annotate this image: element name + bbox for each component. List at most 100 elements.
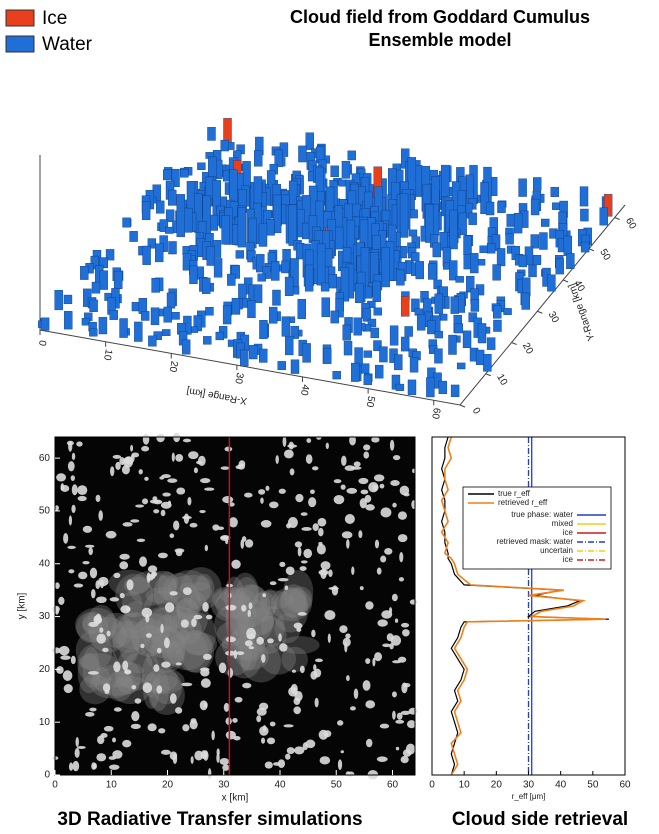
cloud-blob xyxy=(120,605,130,613)
voxel xyxy=(455,324,463,333)
cloud-blob xyxy=(318,518,327,527)
voxel xyxy=(519,179,527,197)
voxel xyxy=(123,218,131,227)
voxel xyxy=(259,349,267,362)
voxel xyxy=(497,202,505,213)
cloud-blob xyxy=(143,434,149,445)
cloud-blob xyxy=(300,666,305,673)
cloud-blob xyxy=(88,547,93,555)
cloud-blob xyxy=(102,648,108,652)
cloud-blob xyxy=(205,545,208,551)
x-tick-label: 0 xyxy=(52,780,58,791)
cloud-blob xyxy=(312,466,319,470)
cloud-blob xyxy=(61,483,65,491)
cloud-blob xyxy=(130,445,133,452)
cloud-blob xyxy=(175,454,183,462)
voxel xyxy=(470,253,478,273)
cloud-blob xyxy=(199,510,205,513)
cloud-blob xyxy=(170,693,177,703)
y-tick-label: 20 xyxy=(520,341,535,357)
y-tick-label: 50 xyxy=(39,506,51,517)
voxel xyxy=(323,349,331,364)
voxel xyxy=(401,296,409,316)
x-tick-label: 60 xyxy=(387,780,399,791)
voxel xyxy=(177,194,185,236)
cloud-blob xyxy=(262,593,266,597)
cloud-blob xyxy=(396,747,399,751)
cloud-blob xyxy=(122,465,130,474)
cloud-blob xyxy=(285,585,289,590)
cloud-blob xyxy=(258,489,265,495)
cloud-blob xyxy=(168,500,171,505)
cloud-blob xyxy=(226,636,236,642)
cloud-blob xyxy=(225,539,228,544)
cloud-blob xyxy=(315,659,323,663)
cloud-blob xyxy=(275,455,278,464)
voxel xyxy=(169,241,177,254)
cloud-blob xyxy=(267,738,275,745)
cloud-blob xyxy=(159,476,164,479)
voxel xyxy=(168,190,176,205)
voxel xyxy=(427,321,435,334)
cloud-blob xyxy=(363,680,371,691)
cloud-blob xyxy=(182,724,189,731)
cloud-blob xyxy=(112,737,116,742)
voxel xyxy=(216,332,224,340)
cloud-blob xyxy=(382,643,390,647)
voxel xyxy=(531,235,539,249)
cloud-blob xyxy=(69,762,73,770)
voxel xyxy=(289,205,297,246)
cloud-blob xyxy=(237,463,245,469)
cloud-blob xyxy=(135,698,142,703)
cloud-blob xyxy=(169,533,174,538)
cloud-blob xyxy=(270,722,276,727)
voxel xyxy=(529,265,537,277)
voxel xyxy=(435,294,443,314)
cloud-blob xyxy=(298,547,302,557)
cloud-blob xyxy=(100,733,107,738)
cloud-blob xyxy=(226,731,236,740)
voxel xyxy=(203,336,211,344)
cloud-blob xyxy=(56,666,63,674)
voxel xyxy=(364,351,372,358)
cloud-blob xyxy=(269,502,279,509)
legend-label: ice xyxy=(563,528,574,537)
voxel xyxy=(227,274,235,285)
cloud-blob xyxy=(63,533,68,544)
cloud-blob xyxy=(122,522,132,527)
voxel xyxy=(303,343,311,362)
legend-label: retrieved r_eff xyxy=(498,498,548,507)
voxel xyxy=(156,201,164,213)
cloud-blob xyxy=(326,443,329,449)
cloud-blob xyxy=(96,634,106,644)
voxel xyxy=(531,199,539,215)
cloud-blob xyxy=(236,651,244,655)
cloud-blob xyxy=(392,660,401,663)
x-tick-label: 40 xyxy=(298,383,311,396)
y-tick xyxy=(563,280,568,282)
cloud-blob xyxy=(283,724,293,727)
cloud-blob xyxy=(71,475,75,481)
x-tick-label: 50 xyxy=(364,395,377,408)
cloud-blob xyxy=(220,758,230,765)
voxel xyxy=(348,151,356,160)
cloud-blob xyxy=(144,477,149,481)
cloud-blob xyxy=(320,568,326,579)
cloud-blob xyxy=(225,447,233,452)
cloud-blob xyxy=(82,561,89,564)
cloud-blob xyxy=(371,437,379,443)
voxel xyxy=(364,375,372,385)
cloud-blob xyxy=(249,602,253,609)
cloud-blob xyxy=(176,549,183,556)
cloud-blob xyxy=(392,711,396,720)
cloud-blob xyxy=(221,466,230,470)
voxel xyxy=(184,208,192,232)
voxel xyxy=(240,350,248,366)
legend-label: retrieved mask: water xyxy=(497,537,574,546)
cloud-blob xyxy=(161,750,171,755)
y-tick-label: 0 xyxy=(44,770,50,781)
voxel xyxy=(493,306,501,319)
voxel xyxy=(379,347,387,362)
cloud-blob xyxy=(161,662,170,668)
cloud-blob xyxy=(131,685,136,690)
